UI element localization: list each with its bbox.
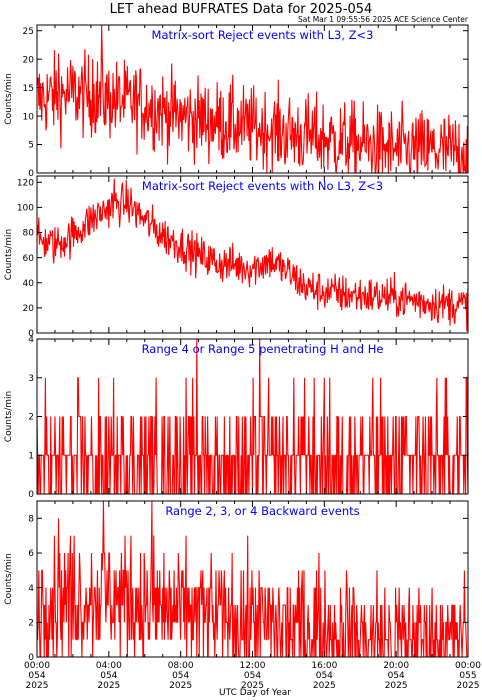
panel-title-2: Matrix-sort Reject events with No L3, Z<… (142, 179, 383, 193)
y-tick-label: 1 (28, 451, 34, 461)
y-axis-label-1: Counts/min (4, 73, 14, 124)
y-tick-label: 20 (23, 304, 35, 314)
y-tick-label: 40 (23, 279, 35, 289)
y-tick-label: 8 (28, 515, 34, 525)
panel-title-1: Matrix-sort Reject events with L3, Z<3 (152, 28, 374, 42)
data-trace-1 (36, 24, 469, 175)
data-trace-2 (36, 178, 469, 332)
figure-title: LET ahead BUFRATES Data for 2025-054 (110, 2, 373, 17)
y-tick-label: 100 (17, 204, 34, 214)
y-tick-label: 60 (23, 254, 35, 264)
y-tick-label: 6 (28, 549, 34, 559)
x-tick-label: 16:00 (311, 661, 337, 671)
data-trace-4 (37, 500, 468, 658)
panel-1: 0 5 10 15 20 25 Matrix-sort Reject events with… (4, 24, 469, 179)
y-tick-label: 0 (28, 490, 34, 500)
x-tick-label: 2025 (97, 681, 120, 691)
x-tick-label: 054 (28, 671, 45, 681)
x-tick-label: 2025 (26, 681, 49, 691)
y-tick-label: 2 (28, 619, 34, 629)
x-tick-label: 00:00 (455, 661, 481, 671)
x-tick-label: 20:00 (383, 661, 409, 671)
x-tick-label: 04:00 (96, 661, 122, 671)
y-tick-label: 0 (28, 653, 34, 663)
y-tick-label: 10 (23, 112, 35, 122)
panel-title-4: Range 2, 3, or 4 Backward events (165, 504, 359, 518)
y-tick-label: 3 (28, 374, 34, 384)
y-tick-label: 5 (28, 141, 34, 151)
x-tick-label: 055 (459, 671, 476, 681)
y-tick-label: 15 (23, 84, 34, 94)
x-axis-label: UTC Day of Year (219, 688, 291, 698)
x-tick-label: 054 (388, 671, 405, 681)
x-tick-label: 054 (172, 671, 189, 681)
panel-4: 0 2 4 6 8 Range 2, 3, or 4 Backward events Cou… (4, 500, 481, 691)
x-tick-label: 00:00 (24, 661, 50, 671)
x-tick-label: 12:00 (240, 661, 266, 671)
x-tick-label: 2025 (241, 681, 264, 691)
x-tick-label: 08:00 (168, 661, 194, 671)
x-tick-label: 2025 (313, 681, 336, 691)
y-tick-label: 80 (23, 229, 35, 239)
x-tick-label: 2025 (385, 681, 408, 691)
panel-3: 0 1 2 3 4 Range 4 or Range 5 penetrating H an… (4, 335, 469, 500)
timestamp: Sat Mar 1 09:55:56 2025 ACE Science Cent… (298, 15, 469, 24)
y-tick-label: 20 (23, 55, 35, 65)
y-axis-label-4: Counts/min (4, 553, 14, 604)
x-tick-label: 054 (316, 671, 333, 681)
x-tick-label: 054 (100, 671, 117, 681)
y-tick-label: 2 (28, 413, 34, 423)
y-tick-label: 4 (28, 335, 34, 345)
y-tick-label: 0 (28, 169, 34, 179)
y-tick-label: 25 (23, 27, 34, 37)
y-axis-label-2: Counts/min (4, 229, 14, 280)
y-tick-label: 4 (28, 584, 34, 594)
x-tick-label: 2025 (457, 681, 480, 691)
x-tick-label: 054 (244, 671, 261, 681)
panel-2: 0 20 40 60 80 100 120 Matrix-sort Reject events… (4, 175, 469, 339)
y-tick-label: 120 (17, 178, 34, 188)
panel-title-3: Range 4 or Range 5 penetrating H and He (142, 342, 384, 356)
y-tick-label: 0 (28, 329, 34, 339)
y-axis-label-3: Counts/min (4, 391, 14, 442)
x-tick-label: 2025 (169, 681, 192, 691)
